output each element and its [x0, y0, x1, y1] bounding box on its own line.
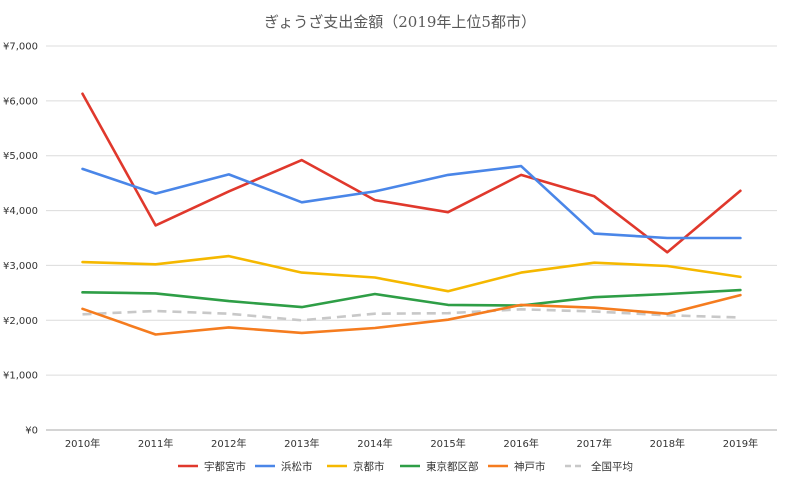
series-line-1: [81, 164, 742, 240]
series-line-0: [81, 92, 742, 254]
y-axis-ticks: ¥0 ¥1,000 ¥2,000 ¥3,000 ¥4,000 ¥5,000 ¥6,000 ¥7…: [3, 42, 38, 437]
series-line-2: [81, 254, 742, 293]
series-line-3: [81, 288, 742, 309]
legend-label: 京都市: [353, 460, 385, 473]
legend-label: 東京都区部: [426, 460, 479, 473]
y-tick-label: ¥0: [25, 426, 38, 437]
y-tick-label: ¥5,000: [3, 151, 38, 162]
x-tick-label: 2010年: [65, 437, 100, 450]
y-tick-label: ¥6,000: [3, 96, 38, 107]
x-tick-label: 2013年: [284, 437, 319, 450]
x-tick-label: 2017年: [577, 437, 612, 450]
legend-label: 神戸市: [514, 460, 546, 473]
legend-label: 宇都宮市: [204, 460, 246, 473]
x-tick-label: 2015年: [430, 437, 465, 450]
chart-title: ぎょうざ支出金額（2019年上位5都市）: [264, 13, 536, 31]
x-tick-label: 2019年: [723, 437, 758, 450]
x-tick-label: 2018年: [650, 437, 685, 450]
series-line-4: [81, 293, 742, 336]
series-lines: [81, 92, 742, 336]
y-tick-label: ¥1,000: [3, 371, 38, 382]
y-tick-label: ¥7,000: [3, 42, 38, 53]
y-tick-label: ¥4,000: [3, 206, 38, 217]
y-tick-label: ¥2,000: [3, 316, 38, 327]
y-tick-label: ¥3,000: [3, 261, 38, 272]
legend: 宇都宮市 浜松市 京都市 東京都区部 神戸市 全国平均: [178, 460, 633, 473]
x-tick-label: 2011年: [138, 437, 173, 450]
x-tick-label: 2016年: [503, 437, 538, 450]
x-tick-label: 2012年: [211, 437, 246, 450]
legend-label: 全国平均: [591, 460, 633, 473]
x-axis-ticks: 2010年 2011年 2012年 2013年 2014年 2015年 2016年 2017年…: [65, 437, 758, 450]
gridlines: [46, 45, 777, 431]
legend-label: 浜松市: [281, 460, 313, 473]
series-line-5: [82, 307, 741, 322]
x-tick-label: 2014年: [357, 437, 392, 450]
